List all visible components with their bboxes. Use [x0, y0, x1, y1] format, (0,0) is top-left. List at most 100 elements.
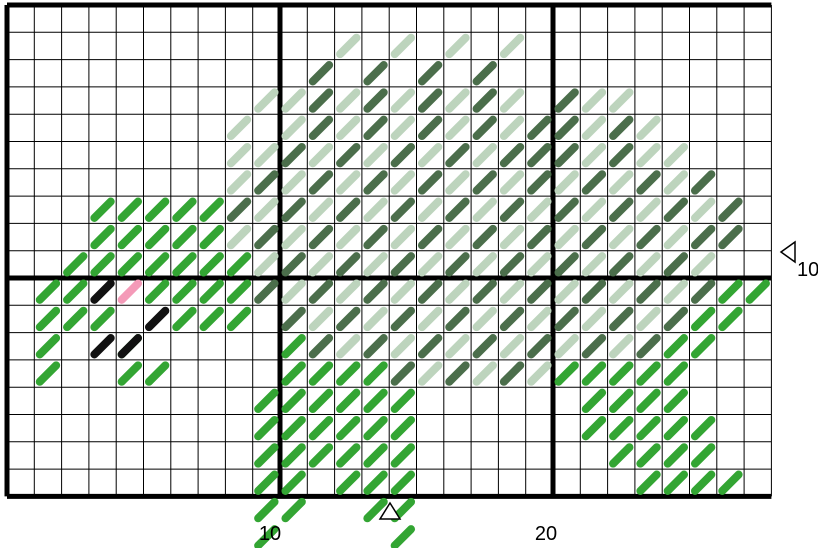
- stitch-dark_green: [390, 361, 416, 386]
- stitch-dark_green: [417, 224, 443, 250]
- stitch-dark_green: [499, 252, 525, 277]
- stitch-dark_green: [336, 197, 361, 222]
- stitch-medium_green: [226, 252, 252, 277]
- stitch-medium_green: [690, 334, 716, 359]
- stitch-light_green: [609, 88, 634, 113]
- stitch-light_green: [363, 306, 388, 332]
- stitch-medium_green: [226, 279, 252, 304]
- stitch-dark_green: [308, 279, 334, 304]
- stitch-medium_green: [199, 224, 224, 250]
- stitch-medium_green: [581, 361, 607, 386]
- stitch-dark_green: [609, 197, 634, 222]
- stitch-medium_green: [363, 361, 388, 386]
- stitch-light_green: [636, 197, 661, 222]
- stitch-medium_green: [663, 388, 689, 414]
- stitch-dark_green: [417, 88, 443, 113]
- stitch-medium_green: [35, 279, 61, 304]
- stitch-light_green: [445, 88, 470, 113]
- stitch-light_green: [472, 361, 497, 386]
- stitch-light_green: [445, 170, 470, 195]
- stitch-medium_green: [390, 525, 416, 548]
- stitch-light_green: [226, 170, 252, 195]
- stitch-medium_green: [636, 388, 661, 414]
- stitch-dark_green: [308, 224, 334, 250]
- stitch-dark_green: [527, 170, 552, 195]
- stitch-light_green: [636, 115, 661, 141]
- stitch-dark_green: [581, 224, 607, 250]
- stitch-medium_green: [144, 252, 170, 277]
- stitch-dark_green: [417, 334, 443, 359]
- stitch-medium_green: [281, 361, 306, 386]
- stitch-dark_green: [336, 306, 361, 332]
- stitch-medium_green: [336, 443, 361, 468]
- stitch-medium_green: [172, 224, 197, 250]
- stitch-light_green: [254, 252, 279, 277]
- stitch-light_green: [663, 224, 689, 250]
- stitch-light_green: [390, 224, 416, 250]
- stitch-medium_green: [254, 470, 279, 495]
- axis-labels: 10 20 10: [259, 259, 818, 545]
- stitch-dark_green: [609, 306, 634, 332]
- stitch-dark_green: [390, 252, 416, 277]
- stitch-medium_green: [363, 443, 388, 468]
- stitch-medium_green: [390, 470, 416, 495]
- stitch-light_green: [254, 88, 279, 113]
- stitch-light_green: [336, 33, 361, 59]
- stitch-light_green: [472, 197, 497, 222]
- stitch-dark_green: [308, 115, 334, 141]
- stitch-light_green: [609, 334, 634, 359]
- stitch-light_green: [281, 115, 306, 141]
- stitch-light_green: [554, 279, 579, 304]
- x-tick-label-10: 10: [259, 523, 281, 545]
- stitch-dark_green: [308, 61, 334, 86]
- stitch-light_green: [281, 170, 306, 195]
- stitch-medium_green: [35, 334, 61, 359]
- stitch-dark_green: [363, 334, 388, 359]
- stitch-dark_green: [636, 224, 661, 250]
- stitch-light_green: [609, 224, 634, 250]
- stitch-light_green: [527, 252, 552, 277]
- stitch-light_green: [281, 279, 306, 304]
- stitch-medium_green: [581, 388, 607, 414]
- stitch-dark_green: [527, 142, 552, 168]
- stitch-dark_green: [254, 224, 279, 250]
- stitch-dark_green: [663, 197, 689, 222]
- stitch-light_green: [417, 306, 443, 332]
- stitch-medium_green: [609, 415, 634, 441]
- stitch-dark_green: [690, 224, 716, 250]
- stitch-medium_green: [281, 443, 306, 468]
- stitch-dark_green: [472, 115, 497, 141]
- stitch-light_green: [445, 224, 470, 250]
- stitch-medium_green: [172, 197, 197, 222]
- stitch-dark_green: [554, 115, 579, 141]
- stitch-dark_green: [527, 224, 552, 250]
- stitch-medium_green: [281, 470, 306, 495]
- stitch-medium_green: [663, 334, 689, 359]
- stitch-dark_green: [527, 279, 552, 304]
- stitch-medium_green: [718, 279, 743, 304]
- stitch-pink: [117, 279, 143, 304]
- stitch-light_green: [690, 252, 716, 277]
- stitch-light_green: [499, 224, 525, 250]
- stitch-medium_green: [199, 306, 224, 332]
- stitch-light_green: [554, 224, 579, 250]
- stitch-light_green: [663, 142, 689, 168]
- stitch-dark_green: [718, 197, 743, 222]
- stitch-medium_green: [308, 415, 334, 441]
- stitch-medium_green: [281, 415, 306, 441]
- stitch-medium_green: [254, 525, 279, 548]
- y-center-arrow-icon: [779, 240, 796, 264]
- stitch-light_green: [363, 252, 388, 277]
- stitch-black: [90, 279, 115, 304]
- stitch-light_green: [499, 33, 525, 59]
- x-tick-label-20: 20: [535, 523, 557, 545]
- stitch-dark_green: [472, 224, 497, 250]
- stitch-dark_green: [308, 170, 334, 195]
- stitch-dark_green: [499, 142, 525, 168]
- stitch-dark_green: [363, 115, 388, 141]
- stitch-dark_green: [308, 334, 334, 359]
- stitch-light_green: [390, 279, 416, 304]
- stitch-dark_green: [499, 361, 525, 386]
- stitch-dark_green: [472, 61, 497, 86]
